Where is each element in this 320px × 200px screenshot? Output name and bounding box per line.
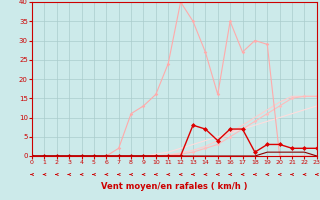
X-axis label: Vent moyen/en rafales ( km/h ): Vent moyen/en rafales ( km/h ) <box>101 182 248 191</box>
